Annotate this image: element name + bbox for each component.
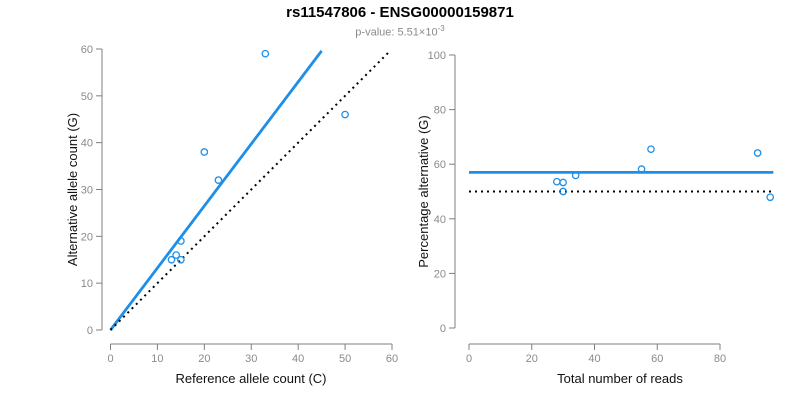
x-tick-label: 30: [245, 353, 257, 365]
allele-counts-plot: 0 10 20 30 40 50 60 0 10 20 30 40 50 60 Reference alle…: [65, 44, 398, 386]
y-tick-label: 20: [81, 231, 93, 243]
p-value-exponent: -3: [437, 24, 445, 33]
y-tick-label: 60: [434, 159, 446, 171]
data-point: [261, 49, 270, 58]
figure-title: rs11547806 - ENSG00000159871: [286, 4, 514, 21]
data-point: [559, 187, 567, 196]
x-tick-label: 40: [292, 353, 304, 365]
data-point: [559, 178, 567, 187]
p-value-text: p-value: 5.51×10: [355, 26, 438, 39]
x-tick-label: 40: [588, 353, 600, 365]
identity-line: [109, 50, 391, 331]
x-tick-label: 80: [714, 353, 726, 365]
data-point: [552, 177, 561, 186]
y-tick-label: 40: [434, 214, 446, 226]
data-point: [172, 251, 181, 259]
data-point: [177, 237, 185, 245]
x-tick-label: 20: [526, 353, 538, 365]
y-axis-title: Percentage alternative (G): [416, 115, 431, 267]
x-tick-label: 20: [198, 353, 210, 365]
y-tick-label: 30: [81, 185, 93, 197]
y-axis-title: Alternative allele count (G): [65, 113, 80, 266]
data-point: [341, 110, 349, 119]
y-tick-label: 20: [434, 268, 446, 280]
y-tick-label: 40: [81, 138, 93, 150]
x-tick-label: 60: [651, 353, 663, 365]
x-axis-title: Total number of reads: [557, 371, 683, 386]
x-tick-label: 50: [339, 353, 351, 365]
y-tick-label: 0: [440, 323, 446, 335]
data-point: [177, 255, 185, 264]
y-tick-label: 100: [428, 50, 446, 62]
data-point: [766, 193, 775, 202]
data-point: [753, 149, 762, 157]
data-point: [200, 148, 209, 156]
data-point: [637, 165, 646, 173]
x-tick-label: 10: [151, 353, 163, 365]
data-point: [647, 145, 655, 154]
fitted-line: [109, 50, 323, 331]
data-point: [571, 171, 580, 180]
x-tick-label: 0: [107, 353, 113, 365]
data-point: [214, 176, 223, 184]
y-tick-label: 60: [81, 44, 93, 56]
percentage-vs-reads-plot: 0 20 40 60 80 100 0 20 40 60 80 Total number of rea…: [416, 50, 775, 386]
data-point: [167, 255, 176, 264]
x-tick-label: 0: [466, 353, 472, 365]
y-tick-label: 50: [81, 91, 93, 103]
y-tick-label: 80: [434, 105, 446, 117]
y-tick-label: 10: [81, 278, 93, 290]
p-value-subtitle: p-value: 5.51×10-3: [0, 24, 800, 39]
x-axis-title: Reference allele count (C): [175, 371, 326, 386]
x-tick-label: 60: [386, 353, 398, 365]
y-tick-label: 0: [87, 325, 93, 337]
